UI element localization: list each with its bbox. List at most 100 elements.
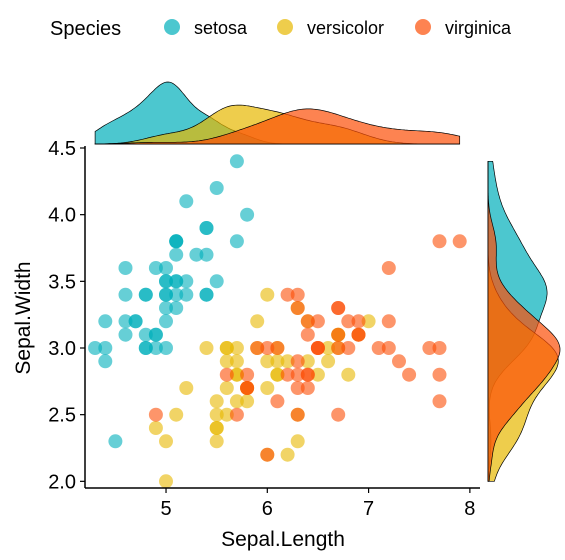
y-tick-label: 3.0 [48, 338, 76, 360]
point-versicolor [321, 354, 336, 369]
legend-marker-virginica [415, 19, 431, 35]
point-versicolor [240, 394, 255, 409]
y-tick-label: 2.5 [48, 405, 76, 427]
legend: Species setosa versicolor virginica [50, 18, 512, 40]
point-virginica [280, 367, 295, 382]
point-versicolor [270, 367, 285, 382]
right-density-plot [487, 160, 561, 482]
y-tick-label: 2.0 [48, 471, 76, 493]
point-virginica [300, 367, 315, 382]
point-virginica [331, 327, 346, 342]
point-virginica [402, 367, 417, 382]
point-virginica [300, 327, 315, 342]
point-setosa [169, 287, 184, 302]
point-virginica [240, 381, 255, 395]
point-versicolor [300, 354, 315, 369]
point-setosa [169, 247, 184, 262]
point-virginica [310, 341, 325, 355]
point-versicolor [219, 341, 234, 355]
point-setosa [179, 287, 194, 302]
point-setosa [169, 234, 184, 249]
point-versicolor [209, 407, 224, 422]
points-layer [88, 154, 467, 489]
point-setosa [199, 247, 214, 262]
point-setosa [98, 354, 113, 369]
point-versicolor [199, 341, 214, 355]
point-virginica [148, 407, 163, 422]
axes: 5 6 7 8 2.0 2.5 3.0 3.5 4.0 4.5 [48, 138, 480, 520]
point-setosa [148, 327, 163, 342]
point-versicolor [280, 447, 295, 462]
point-setosa [159, 301, 173, 315]
point-versicolor [229, 367, 244, 382]
point-setosa [159, 341, 173, 355]
point-virginica [300, 314, 315, 329]
point-virginica [260, 341, 275, 355]
point-virginica [381, 314, 396, 329]
point-setosa [169, 301, 184, 315]
point-virginica [331, 301, 346, 315]
point-setosa [128, 314, 143, 329]
point-setosa [108, 434, 123, 449]
point-setosa [159, 274, 173, 289]
point-versicolor [341, 367, 356, 382]
point-versicolor [229, 394, 244, 409]
point-virginica [290, 354, 305, 369]
y-tick-label: 4.0 [48, 205, 76, 227]
top-density-virginica [94, 108, 461, 145]
point-versicolor [270, 354, 285, 369]
point-virginica [331, 341, 346, 355]
point-setosa [209, 181, 224, 195]
point-virginica [452, 234, 467, 249]
point-virginica [351, 314, 366, 329]
point-versicolor [169, 407, 184, 422]
point-virginica [392, 354, 406, 369]
point-versicolor [179, 381, 194, 395]
point-setosa [138, 287, 153, 302]
point-setosa [138, 327, 153, 342]
point-virginica [290, 367, 305, 382]
right-density-virginica [487, 161, 561, 482]
legend-marker-versicolor [277, 19, 293, 35]
point-setosa [138, 341, 153, 355]
x-tick-label: 8 [464, 498, 475, 520]
point-versicolor [209, 421, 224, 435]
point-virginica [250, 341, 265, 355]
point-versicolor [219, 354, 234, 369]
point-setosa [118, 287, 133, 302]
point-virginica [432, 394, 447, 409]
point-versicolor [219, 407, 234, 422]
legend-label-virginica: virginica [445, 18, 512, 38]
point-setosa [159, 261, 173, 275]
point-setosa [229, 154, 244, 169]
point-virginica [432, 341, 447, 355]
point-setosa [88, 341, 103, 355]
point-versicolor [159, 474, 173, 489]
point-setosa [229, 234, 244, 249]
point-virginica [280, 287, 295, 302]
point-virginica [310, 314, 325, 329]
legend-marker-setosa [164, 19, 180, 35]
point-virginica [381, 341, 396, 355]
point-versicolor [260, 287, 275, 302]
point-setosa [118, 261, 133, 275]
point-virginica [270, 394, 285, 409]
point-virginica [229, 407, 244, 422]
point-setosa [159, 287, 173, 302]
point-virginica [270, 341, 285, 355]
point-versicolor [290, 434, 305, 449]
point-versicolor [159, 434, 173, 449]
top-density-plot [94, 81, 461, 145]
point-virginica [351, 327, 366, 342]
point-versicolor [148, 421, 163, 435]
point-virginica [260, 447, 275, 462]
point-setosa [148, 261, 163, 275]
point-virginica [300, 381, 315, 395]
point-versicolor [280, 354, 295, 369]
point-versicolor [250, 314, 265, 329]
point-versicolor [219, 381, 234, 395]
point-versicolor [209, 394, 224, 409]
point-versicolor [209, 434, 224, 449]
legend-title: Species [50, 18, 121, 40]
y-tick-label: 4.5 [48, 138, 76, 160]
